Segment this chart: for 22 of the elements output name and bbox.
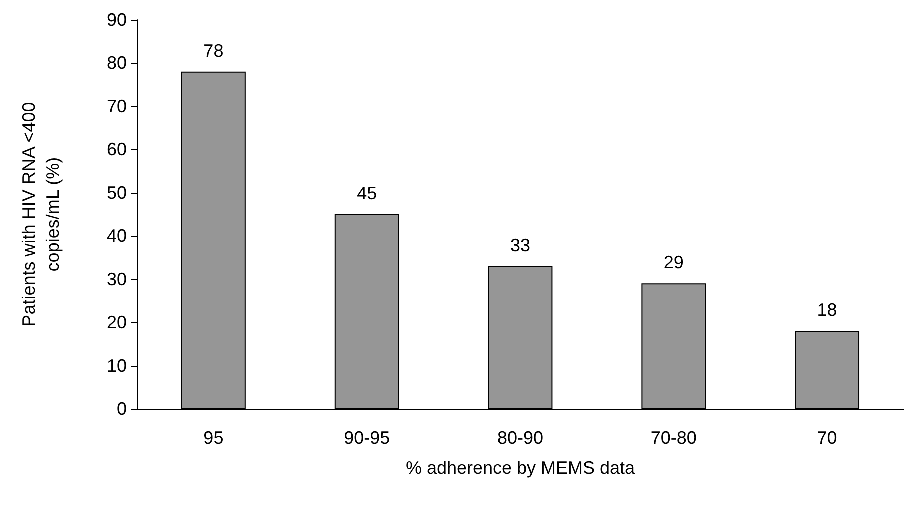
y-tick-label: 70 <box>106 96 127 116</box>
data-label: 33 <box>510 235 531 256</box>
x-tick-label: 80-90 <box>497 428 544 448</box>
y-tick-label: 30 <box>106 269 127 290</box>
data-label: 18 <box>817 300 838 320</box>
data-label: 29 <box>664 252 684 273</box>
y-tick-label: 0 <box>116 399 127 419</box>
y-tick-label: 50 <box>106 182 127 203</box>
y-tick-label: 80 <box>106 53 127 74</box>
y-axis-title: Patients with HIV RNA <400 copies/mL (%) <box>19 102 63 327</box>
y-tick-label: 40 <box>106 226 127 246</box>
x-axis-title: % adherence by MEMS data <box>406 458 636 478</box>
y-tick-label: 20 <box>106 312 127 333</box>
y-tick-label: 90 <box>106 10 127 30</box>
y-tick-label: 10 <box>106 356 127 376</box>
x-tick-label: 95 <box>204 428 224 448</box>
data-label: 78 <box>204 40 224 61</box>
data-label: 45 <box>357 184 378 204</box>
x-tick-label: 70-80 <box>650 428 697 448</box>
x-tick-label: 90-95 <box>344 428 390 448</box>
x-tick-label: 70 <box>817 428 838 448</box>
y-tick-label: 60 <box>106 140 127 160</box>
